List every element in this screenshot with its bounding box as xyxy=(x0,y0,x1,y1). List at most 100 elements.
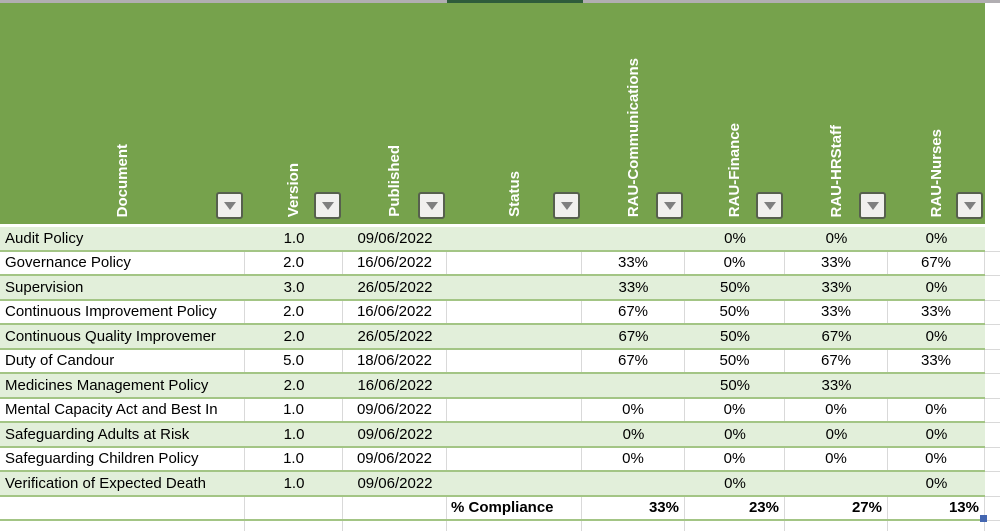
margin-gridline-cell[interactable] xyxy=(985,399,1000,423)
cell-rau-finance[interactable]: 50% xyxy=(719,376,751,394)
cell-rau-finance[interactable]: 50% xyxy=(719,278,751,296)
cell-document[interactable]: Governance Policy xyxy=(0,251,245,274)
margin-gridline-cell[interactable] xyxy=(985,448,1000,472)
cell-status[interactable] xyxy=(447,472,582,495)
cell-rau-communications[interactable]: 0% xyxy=(622,425,645,443)
cell-published[interactable]: 26/05/2022 xyxy=(357,278,433,296)
cell-rau-nurses[interactable] xyxy=(888,374,985,397)
empty-cell[interactable] xyxy=(785,521,888,531)
margin-gridline-cell[interactable] xyxy=(985,423,1000,448)
cell-rau-communications[interactable]: 0% xyxy=(582,398,685,421)
cell-rau-communications[interactable]: 67% xyxy=(618,327,649,345)
cell-published[interactable]: 09/06/2022 xyxy=(343,398,447,421)
cell-version[interactable]: 1.0 xyxy=(283,425,305,443)
cell-published[interactable]: 16/06/2022 xyxy=(357,376,433,394)
cell-rau-communications[interactable] xyxy=(582,374,685,397)
cell-status[interactable] xyxy=(447,325,582,348)
margin-gridline-cell[interactable] xyxy=(985,227,1000,252)
cell-rau-nurses[interactable]: 33% xyxy=(888,349,985,372)
cell-status[interactable] xyxy=(447,276,582,299)
cell-version[interactable]: 5.0 xyxy=(245,349,343,372)
margin-gridline-cell[interactable] xyxy=(985,374,1000,399)
cell-rau-nurses[interactable]: 33% xyxy=(888,300,985,323)
filter-dropdown-button-published[interactable] xyxy=(418,192,445,219)
cell-rau-hrstaff[interactable] xyxy=(785,472,888,495)
cell-published[interactable]: 09/06/2022 xyxy=(343,447,447,470)
cell-rau-nurses[interactable]: 0% xyxy=(925,278,948,296)
cell-status[interactable]: % Compliance xyxy=(447,496,582,519)
cell-rau-finance[interactable]: 0% xyxy=(685,447,785,470)
cell-published[interactable]: 16/06/2022 xyxy=(343,300,447,323)
cell-status[interactable] xyxy=(447,447,582,470)
empty-cell[interactable] xyxy=(343,521,447,531)
cell-status[interactable] xyxy=(447,398,582,421)
filter-dropdown-button-rau-finance[interactable] xyxy=(756,192,783,219)
cell-rau-finance[interactable]: 0% xyxy=(685,251,785,274)
filter-dropdown-button-status[interactable] xyxy=(553,192,580,219)
margin-gridline-cell[interactable] xyxy=(985,276,1000,301)
cell-rau-hrstaff[interactable]: 33% xyxy=(821,376,852,394)
cell-rau-finance[interactable]: 0% xyxy=(685,398,785,421)
cell-rau-nurses[interactable]: 0% xyxy=(925,474,948,492)
cell-rau-nurses[interactable]: 0% xyxy=(888,447,985,470)
cell-rau-hrstaff[interactable]: 0% xyxy=(825,229,848,247)
margin-gridline-cell[interactable] xyxy=(985,497,1000,521)
cell-rau-hrstaff[interactable]: 0% xyxy=(825,425,848,443)
cell-status[interactable] xyxy=(447,251,582,274)
cell-version[interactable]: 1.0 xyxy=(245,447,343,470)
cell-published[interactable]: 09/06/2022 xyxy=(357,229,433,247)
margin-gridline-cell[interactable] xyxy=(985,325,1000,350)
cell-document[interactable]: Supervision xyxy=(5,278,84,296)
cell-document[interactable]: Continuous Quality Improvemer xyxy=(5,327,216,345)
cell-rau-finance[interactable]: 0% xyxy=(724,425,746,443)
margin-gridline-cell[interactable] xyxy=(985,301,1000,325)
cell-document[interactable]: Verification of Expected Death xyxy=(5,474,206,492)
empty-cell[interactable] xyxy=(447,521,582,531)
cell-status[interactable] xyxy=(447,374,582,397)
cell-rau-hrstaff[interactable]: 0% xyxy=(785,398,888,421)
cell-rau-finance[interactable]: 50% xyxy=(685,300,785,323)
cell-rau-communications[interactable] xyxy=(582,227,685,250)
cell-version[interactable]: 1.0 xyxy=(283,229,305,247)
cell-rau-communications[interactable]: 33% xyxy=(618,278,649,296)
fill-handle[interactable] xyxy=(980,515,987,522)
cell-version[interactable]: 1.0 xyxy=(283,474,305,492)
cell-document[interactable]: Medicines Management Policy xyxy=(5,376,209,394)
cell-published[interactable]: 09/06/2022 xyxy=(357,425,433,443)
cell-published[interactable]: 09/06/2022 xyxy=(357,474,433,492)
filter-dropdown-button-document[interactable] xyxy=(216,192,243,219)
cell-rau-communications[interactable]: 67% xyxy=(582,349,685,372)
cell-version[interactable]: 2.0 xyxy=(283,376,305,394)
cell-rau-nurses[interactable]: 0% xyxy=(888,398,985,421)
cell-rau-finance[interactable]: 50% xyxy=(719,327,751,345)
cell-published[interactable] xyxy=(343,496,447,519)
filter-dropdown-button-rau-hrstaff[interactable] xyxy=(859,192,886,219)
cell-rau-hrstaff[interactable]: 0% xyxy=(785,447,888,470)
cell-rau-nurses[interactable]: 67% xyxy=(888,251,985,274)
cell-status[interactable] xyxy=(447,227,582,250)
cell-published[interactable]: 26/05/2022 xyxy=(357,327,433,345)
cell-version[interactable]: 2.0 xyxy=(245,300,343,323)
cell-rau-nurses[interactable]: 13% xyxy=(888,496,985,519)
empty-cell[interactable] xyxy=(685,521,785,531)
cell-document[interactable]: Safeguarding Children Policy xyxy=(0,447,245,470)
cell-rau-communications[interactable]: 67% xyxy=(582,300,685,323)
cell-rau-nurses[interactable]: 0% xyxy=(925,425,948,443)
cell-published[interactable]: 18/06/2022 xyxy=(343,349,447,372)
cell-document[interactable]: Continuous Improvement Policy xyxy=(0,300,245,323)
cell-rau-communications[interactable]: 33% xyxy=(582,496,685,519)
empty-cell[interactable] xyxy=(245,521,343,531)
cell-document[interactable]: Duty of Candour xyxy=(0,349,245,372)
cell-version[interactable] xyxy=(245,496,343,519)
cell-rau-hrstaff[interactable]: 33% xyxy=(785,251,888,274)
empty-cell[interactable] xyxy=(888,521,985,531)
cell-document[interactable]: Audit Policy xyxy=(5,229,84,247)
cell-document[interactable]: Mental Capacity Act and Best In xyxy=(0,398,245,421)
cell-status[interactable] xyxy=(447,300,582,323)
cell-rau-hrstaff[interactable]: 27% xyxy=(785,496,888,519)
cell-rau-hrstaff[interactable]: 67% xyxy=(821,327,852,345)
margin-gridline-cell[interactable] xyxy=(985,252,1000,276)
filter-dropdown-button-rau-communications[interactable] xyxy=(656,192,683,219)
cell-rau-communications[interactable]: 0% xyxy=(582,447,685,470)
cell-rau-finance[interactable]: 23% xyxy=(685,496,785,519)
